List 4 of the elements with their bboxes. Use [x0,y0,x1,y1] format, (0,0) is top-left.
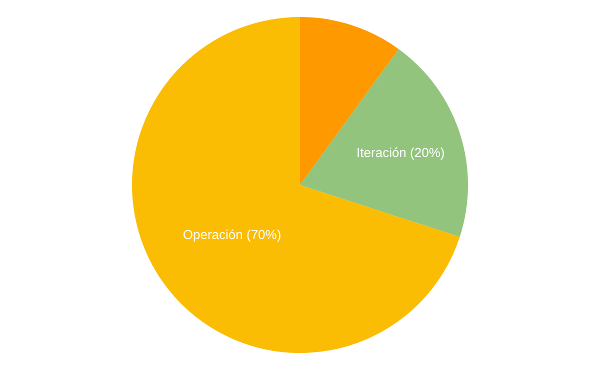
slice-label: Iteración (20%) [356,144,445,160]
pie-slice [300,49,468,237]
slice-label: Operación (70%) [182,226,282,242]
pie-slice [132,17,460,353]
